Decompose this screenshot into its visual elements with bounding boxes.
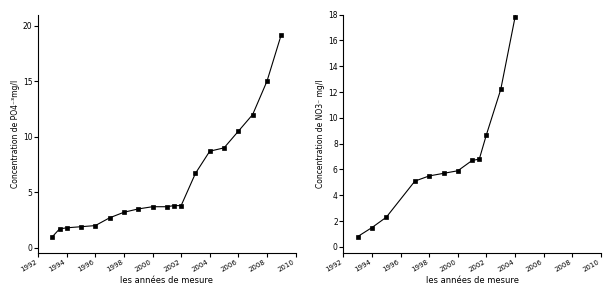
X-axis label: les années de mesure: les années de mesure [425, 276, 518, 285]
Y-axis label: Concentration de NO3⁻ mg/l: Concentration de NO3⁻ mg/l [316, 80, 326, 188]
X-axis label: les années de mesure: les années de mesure [121, 276, 214, 285]
Y-axis label: Concentration de PO4⁻³mg/l: Concentration de PO4⁻³mg/l [11, 80, 20, 188]
